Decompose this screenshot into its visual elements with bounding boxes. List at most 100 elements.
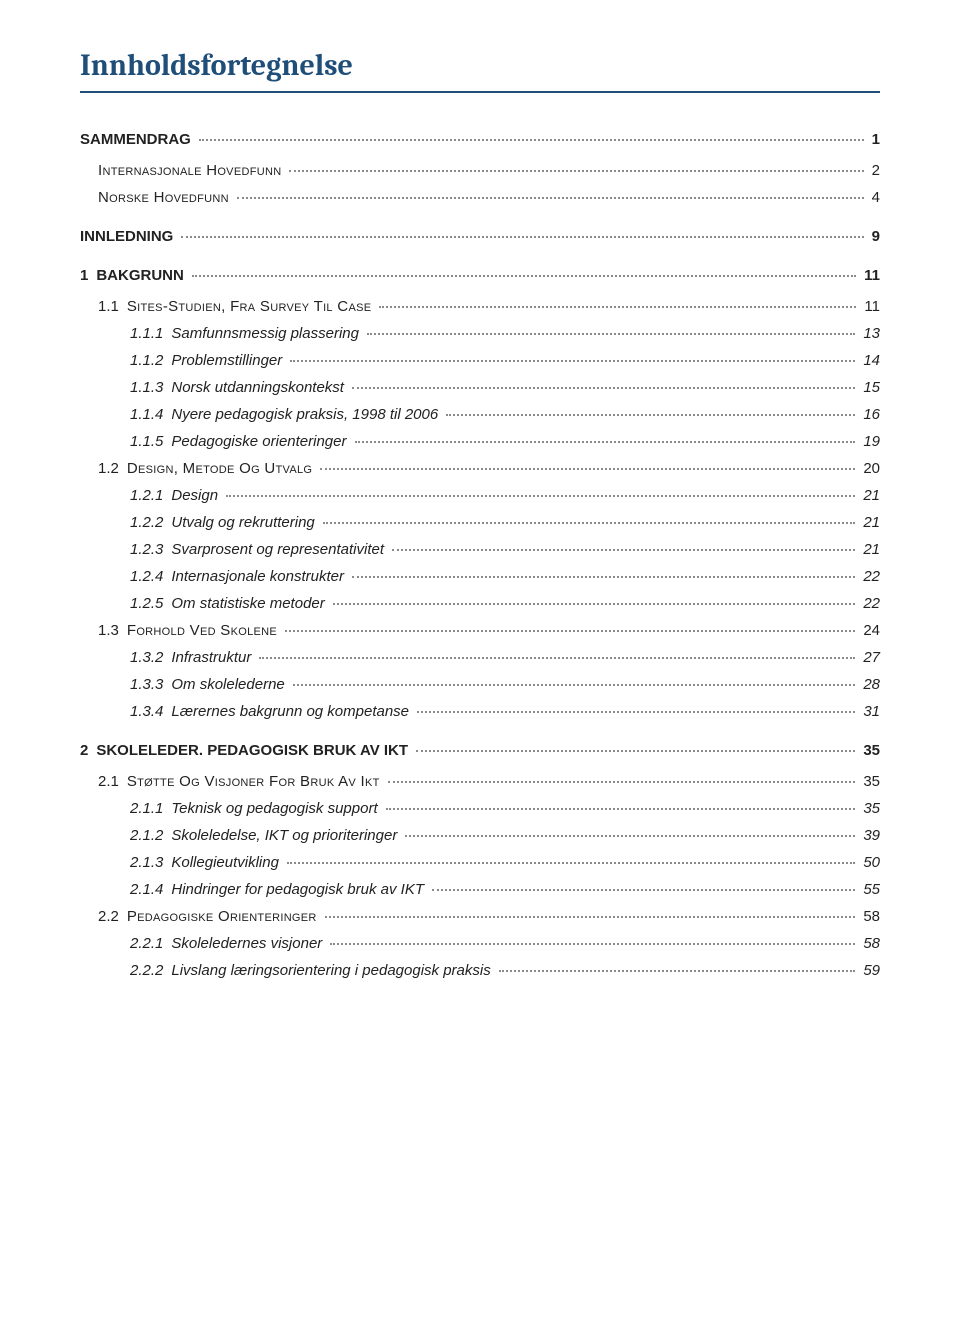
toc-entry[interactable]: 1.3.4Lærernes bakgrunn og kompetanse31	[130, 703, 880, 720]
toc-leader-dots	[405, 835, 855, 837]
toc-entry-number: 1.2	[98, 460, 127, 477]
toc-entry-page: 11	[860, 298, 880, 315]
toc-entry[interactable]: 1.1.4Nyere pedagogisk praksis, 1998 til …	[130, 406, 880, 423]
toc-entry[interactable]: 2.1Støtte Og Visjoner For Bruk Av Ikt35	[98, 773, 880, 790]
toc-entry[interactable]: 1.3.2Infrastruktur27	[130, 649, 880, 666]
toc-leader-dots	[290, 360, 855, 362]
toc-entry-number: 1.1	[98, 298, 127, 315]
toc-entry-number: 1.1.4	[130, 406, 171, 423]
toc-entry-number: 2.1.4	[130, 881, 171, 898]
toc-entry-page: 11	[860, 267, 880, 284]
toc-entry-number: 2.1.2	[130, 827, 171, 844]
toc-entry[interactable]: 2.2.2Livslang læringsorientering i pedag…	[130, 962, 880, 979]
toc-entry-label: Hindringer for pedagogisk bruk av IKT	[171, 881, 428, 898]
toc-leader-dots	[199, 139, 864, 141]
toc-entry-page: 28	[859, 676, 880, 693]
toc-entry-label: Sites-Studien, Fra Survey Til Case	[127, 298, 376, 315]
toc-entry-page: 35	[859, 800, 880, 817]
toc-entry[interactable]: 1.1.2Problemstillinger14	[130, 352, 880, 369]
toc-entry-label: Problemstillinger	[171, 352, 286, 369]
toc-entry[interactable]: 2.1.1Teknisk og pedagogisk support 35	[130, 800, 880, 817]
toc-entry-page: 58	[859, 908, 880, 925]
toc-entry-number: 1.3.2	[130, 649, 171, 666]
table-of-contents: SAMMENDRAG1Internasjonale Hovedfunn2Nors…	[80, 131, 880, 979]
toc-entry[interactable]: Norske Hovedfunn4	[98, 189, 880, 206]
toc-leader-dots	[392, 549, 855, 551]
toc-entry-label: Lærernes bakgrunn og kompetanse	[171, 703, 413, 720]
toc-entry[interactable]: 2.1.2Skoleledelse, IKT og prioriteringer…	[130, 827, 880, 844]
toc-entry-number: 1.2.1	[130, 487, 171, 504]
toc-entry-number: 1.3.4	[130, 703, 171, 720]
toc-leader-dots	[330, 943, 855, 945]
toc-entry-label: Norsk utdanningskontekst	[171, 379, 348, 396]
toc-leader-dots	[417, 711, 855, 713]
toc-entry-page: 14	[859, 352, 880, 369]
toc-entry[interactable]: 2SKOLELEDER. PEDAGOGISK BRUK AV IKT35	[80, 742, 880, 759]
toc-entry-number: 2.2.1	[130, 935, 171, 952]
toc-entry[interactable]: 1.1.3Norsk utdanningskontekst 15	[130, 379, 880, 396]
toc-entry-number: 2	[80, 742, 96, 759]
toc-entry[interactable]: INNLEDNING9	[80, 228, 880, 245]
toc-entry-label: Design	[171, 487, 222, 504]
toc-entry-label: Internasjonale Hovedfunn	[98, 162, 285, 179]
toc-entry-label: SKOLELEDER. PEDAGOGISK BRUK AV IKT	[96, 742, 412, 759]
toc-entry[interactable]: 2.1.4Hindringer for pedagogisk bruk av I…	[130, 881, 880, 898]
toc-leader-dots	[352, 387, 855, 389]
toc-entry-page: 20	[859, 460, 880, 477]
toc-entry-page: 15	[859, 379, 880, 396]
toc-entry-label: Skoleledelse, IKT og prioriteringer	[171, 827, 401, 844]
toc-entry-label: Skoleledernes visjoner	[171, 935, 326, 952]
toc-entry-label: Pedagogiske Orienteringer	[127, 908, 321, 925]
toc-entry-number: 1	[80, 267, 96, 284]
toc-entry-page: 59	[859, 962, 880, 979]
toc-leader-dots	[181, 236, 863, 238]
toc-entry-number: 2.2	[98, 908, 127, 925]
toc-entry-page: 19	[859, 433, 880, 450]
toc-entry-label: Internasjonale konstrukter	[171, 568, 348, 585]
toc-entry[interactable]: 1.2.2Utvalg og rekruttering21	[130, 514, 880, 531]
toc-entry[interactable]: 2.1.3Kollegieutvikling50	[130, 854, 880, 871]
toc-entry[interactable]: 1.1Sites-Studien, Fra Survey Til Case 11	[98, 298, 880, 315]
toc-entry[interactable]: 1.2.5Om statistiske metoder22	[130, 595, 880, 612]
title-underline	[80, 91, 880, 93]
toc-entry-page: 13	[859, 325, 880, 342]
toc-entry[interactable]: 1BAKGRUNN11	[80, 267, 880, 284]
toc-entry[interactable]: 2.2.1Skoleledernes visjoner58	[130, 935, 880, 952]
toc-entry-page: 16	[859, 406, 880, 423]
toc-entry[interactable]: 1.1.1Samfunnsmessig plassering13	[130, 325, 880, 342]
toc-entry-number: 1.2.4	[130, 568, 171, 585]
toc-entry-number: 1.1.3	[130, 379, 171, 396]
toc-leader-dots	[237, 197, 864, 199]
toc-entry-label: Om skolelederne	[171, 676, 288, 693]
toc-entry[interactable]: SAMMENDRAG1	[80, 131, 880, 148]
toc-entry-number: 1.2.5	[130, 595, 171, 612]
toc-entry-page: 55	[859, 881, 880, 898]
toc-leader-dots	[499, 970, 856, 972]
toc-entry-label: Svarprosent og representativitet	[171, 541, 388, 558]
toc-entry-page: 50	[859, 854, 880, 871]
toc-entry-number: 1.3.3	[130, 676, 171, 693]
toc-leader-dots	[352, 576, 855, 578]
toc-entry-label: Nyere pedagogisk praksis, 1998 til 2006	[171, 406, 442, 423]
toc-entry-number: 2.2.2	[130, 962, 171, 979]
toc-leader-dots	[289, 170, 863, 172]
toc-entry[interactable]: 2.2Pedagogiske Orienteringer 58	[98, 908, 880, 925]
toc-entry[interactable]: 1.1.5Pedagogiske orienteringer19	[130, 433, 880, 450]
toc-entry-label: Teknisk og pedagogisk support	[171, 800, 381, 817]
toc-entry-number: 2.1.1	[130, 800, 171, 817]
toc-entry[interactable]: 1.3.3Om skolelederne 28	[130, 676, 880, 693]
toc-entry[interactable]: 1.2.1Design21	[130, 487, 880, 504]
toc-entry-page: 27	[859, 649, 880, 666]
toc-entry-number: 2.1.3	[130, 854, 171, 871]
toc-leader-dots	[379, 306, 856, 308]
toc-leader-dots	[333, 603, 856, 605]
toc-entry[interactable]: Internasjonale Hovedfunn2	[98, 162, 880, 179]
toc-entry-number: 1.1.1	[130, 325, 171, 342]
toc-entry[interactable]: 1.2Design, Metode Og Utvalg20	[98, 460, 880, 477]
toc-entry[interactable]: 1.2.3Svarprosent og representativitet21	[130, 541, 880, 558]
toc-entry[interactable]: 1.2.4Internasjonale konstrukter22	[130, 568, 880, 585]
toc-entry[interactable]: 1.3Forhold Ved Skolene24	[98, 622, 880, 639]
toc-leader-dots	[323, 522, 856, 524]
toc-entry-page: 21	[859, 541, 880, 558]
toc-entry-page: 39	[859, 827, 880, 844]
